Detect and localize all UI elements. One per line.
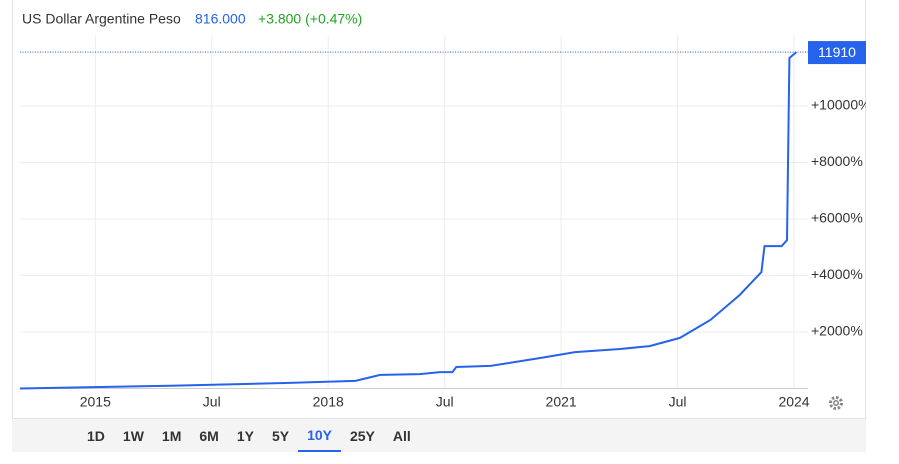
x-tick-label: Jul [436,394,454,410]
y-tick-label: +8000% [811,153,863,169]
x-tick-label: 2018 [313,394,344,410]
y-tick-label: +2000% [811,323,863,339]
range-button[interactable]: 1D [87,427,105,444]
range-button[interactable]: 1M [161,427,182,444]
chart: US Dollar Argentine Peso 816.000 +3.800 … [19,11,866,410]
range-button[interactable]: 25Y [349,427,375,444]
x-tick-label: Jul [203,394,221,410]
last-value-box [808,41,866,65]
range-bar: 1D 1W 1M 6M 1Y 5Y 10Y 25Y All [12,418,866,452]
y-tick-label: +6000% [811,210,863,226]
title: US Dollar Argentine Peso [22,11,181,27]
x-tick-label: 2015 [80,394,111,410]
line-series [19,51,798,390]
range-button[interactable]: 1W [122,427,144,444]
range-button[interactable]: 1Y [236,427,254,444]
y-tick-label: +4000% [811,266,863,282]
range-button[interactable]: 5Y [271,427,290,444]
x-tick-label: 2021 [546,394,577,410]
range-button[interactable]: 6M [199,427,219,444]
last-value-label: 11910 [818,44,856,60]
y-tick-label: +10000% [811,97,866,113]
settings-icon[interactable] [829,396,843,410]
change: +3.800 (+0.47%) [258,11,362,27]
grid [20,35,808,389]
range-button[interactable]: All [392,427,411,444]
price: 816.000 [195,11,246,27]
x-tick-label: 2024 [778,394,809,410]
range-button[interactable]: 10Y [298,419,341,452]
x-tick-label: Jul [669,394,687,410]
